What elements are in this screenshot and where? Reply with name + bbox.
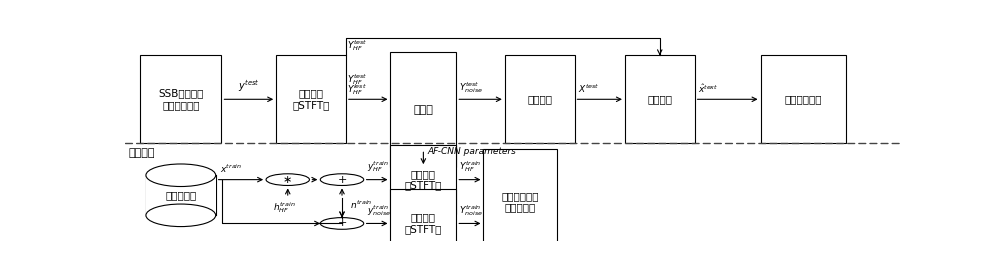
Text: $X^{test}$: $X^{test}$ — [578, 83, 599, 95]
Bar — [761, 56, 846, 143]
Bar — [483, 149, 557, 254]
Text: 噪声抑制: 噪声抑制 — [527, 94, 552, 104]
Text: AF-CNN parameters: AF-CNN parameters — [427, 147, 516, 156]
Text: $y_{noise}^{train}$: $y_{noise}^{train}$ — [367, 203, 391, 218]
Text: $Y_{noise}^{test}$: $Y_{noise}^{test}$ — [459, 80, 483, 95]
Text: +: + — [337, 175, 347, 185]
Bar — [276, 56, 346, 143]
Text: 语音增强信号: 语音增强信号 — [784, 94, 822, 104]
Text: $Y_{HF}^{train}$: $Y_{HF}^{train}$ — [459, 160, 482, 175]
Bar — [140, 56, 221, 143]
Ellipse shape — [146, 204, 216, 227]
Text: 信号重构: 信号重构 — [647, 94, 672, 104]
Text: 抗衰落卷积神
经网络训练: 抗衰落卷积神 经网络训练 — [502, 191, 539, 212]
Text: $h_{HF}^{train}$: $h_{HF}^{train}$ — [273, 200, 295, 215]
Bar — [390, 145, 456, 214]
Text: 特征提取
（STFT）: 特征提取 （STFT） — [405, 169, 442, 191]
Text: +: + — [337, 218, 347, 228]
Bar — [505, 56, 575, 143]
Text: 抗衰落: 抗衰落 — [413, 105, 433, 115]
Text: 特征提取
（STFT）: 特征提取 （STFT） — [405, 213, 442, 234]
Text: $n^{train}$: $n^{train}$ — [350, 199, 372, 211]
Text: $Y_{HF}^{lest}$: $Y_{HF}^{lest}$ — [347, 82, 367, 97]
Bar — [390, 189, 456, 258]
Text: 训练数据集: 训练数据集 — [165, 190, 196, 200]
Text: $y^{test}$: $y^{test}$ — [238, 78, 260, 94]
Text: $y_{HF}^{train}$: $y_{HF}^{train}$ — [367, 160, 389, 175]
Ellipse shape — [146, 164, 216, 186]
Text: $x^{train}$: $x^{train}$ — [220, 163, 242, 175]
Bar — [390, 52, 456, 167]
Text: 训练阶段: 训练阶段 — [129, 148, 155, 158]
Bar — [146, 175, 216, 215]
Bar — [625, 56, 695, 143]
Text: $Y_{HF}^{test}$: $Y_{HF}^{test}$ — [347, 72, 368, 87]
Text: SSB解调后的
短波语音信号: SSB解调后的 短波语音信号 — [158, 89, 203, 110]
Text: 特征提取
（STFT）: 特征提取 （STFT） — [292, 89, 330, 110]
Text: $\hat{x}^{text}$: $\hat{x}^{text}$ — [698, 82, 718, 95]
Text: $Y_{HF}^{test}$: $Y_{HF}^{test}$ — [347, 38, 368, 53]
Text: ∗: ∗ — [283, 175, 292, 185]
Text: $Y_{noise}^{train}$: $Y_{noise}^{train}$ — [459, 203, 483, 218]
